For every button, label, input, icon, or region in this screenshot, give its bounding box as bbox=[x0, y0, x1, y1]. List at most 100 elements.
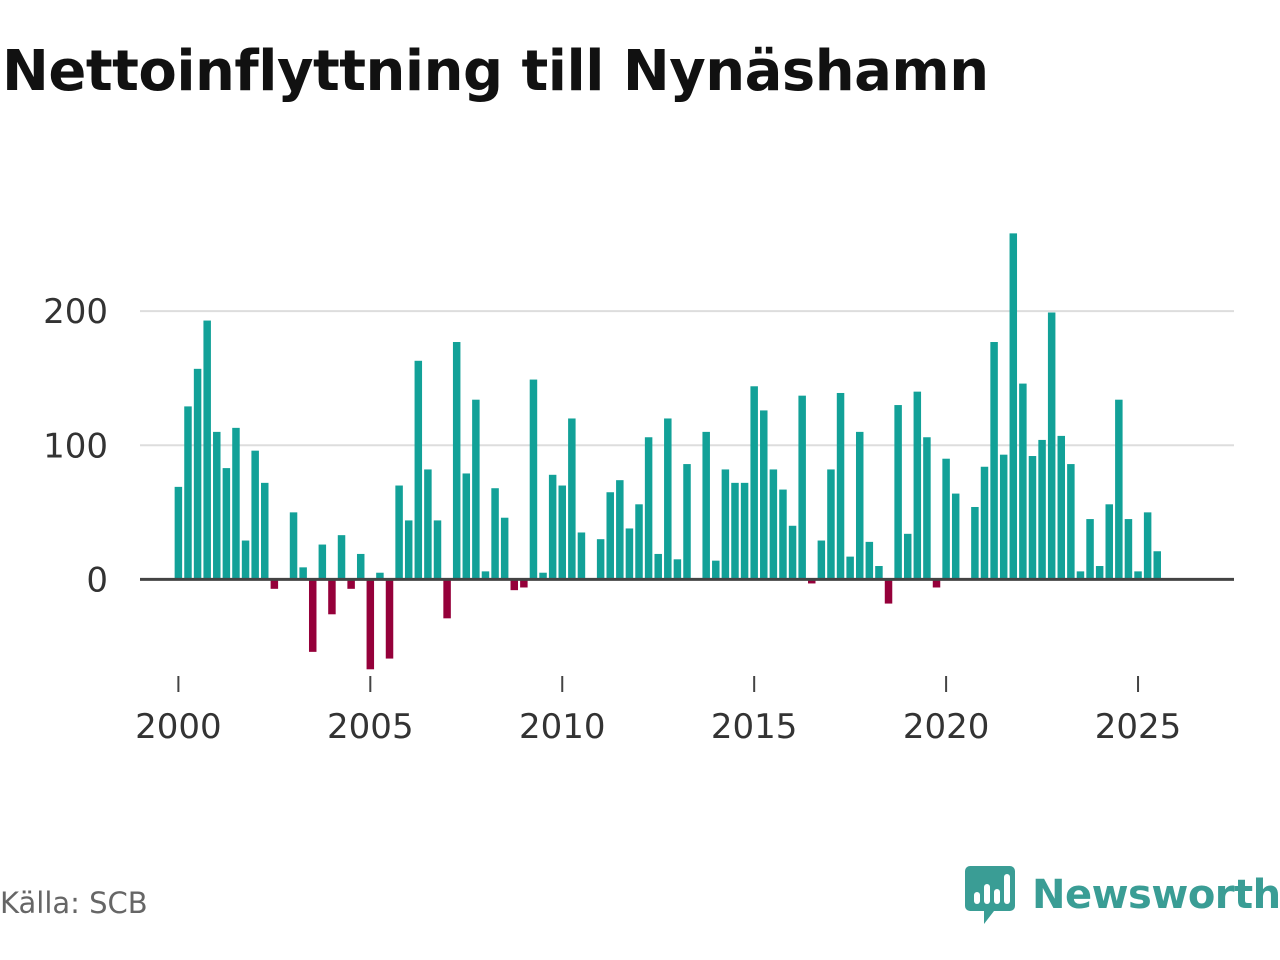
bar bbox=[1067, 464, 1075, 580]
bar bbox=[654, 553, 662, 580]
bar bbox=[548, 474, 557, 580]
bar bbox=[443, 579, 451, 619]
bar bbox=[1095, 566, 1104, 580]
bar bbox=[376, 572, 384, 580]
bar bbox=[616, 480, 624, 580]
bar bbox=[1019, 383, 1027, 580]
bar bbox=[1153, 551, 1161, 580]
bar bbox=[990, 342, 998, 580]
bar bbox=[894, 405, 902, 580]
bar bbox=[625, 528, 634, 580]
bar bbox=[270, 579, 279, 589]
bar bbox=[721, 469, 730, 580]
bar bbox=[452, 342, 461, 580]
y-tick-label: 200 bbox=[43, 292, 108, 332]
bar bbox=[903, 533, 912, 580]
bar bbox=[1057, 435, 1066, 580]
bar bbox=[1028, 456, 1037, 580]
bar bbox=[596, 539, 605, 580]
bar bbox=[788, 525, 797, 580]
bar bbox=[836, 392, 845, 580]
axes: 0 100 200 2000 2005 2010 2015 2020 2025 bbox=[43, 292, 1234, 747]
bar bbox=[539, 572, 547, 580]
bar bbox=[817, 540, 826, 580]
bar bbox=[462, 473, 471, 580]
bar bbox=[1143, 512, 1152, 580]
bar bbox=[174, 486, 183, 580]
bar bbox=[385, 579, 394, 659]
bars bbox=[174, 233, 1161, 670]
brand-name: Newsworthy bbox=[1032, 872, 1280, 918]
bar bbox=[337, 535, 346, 580]
bar bbox=[481, 571, 490, 580]
bar bbox=[846, 556, 854, 580]
bar bbox=[740, 482, 749, 580]
bar bbox=[491, 488, 499, 580]
bar bbox=[702, 431, 710, 580]
bar bbox=[683, 464, 691, 580]
bar bbox=[999, 454, 1008, 580]
bar bbox=[1076, 571, 1085, 580]
bar bbox=[1086, 519, 1094, 580]
bar bbox=[568, 418, 576, 580]
bar bbox=[433, 520, 442, 580]
bar bbox=[923, 437, 931, 580]
bar bbox=[951, 493, 960, 580]
bar bbox=[213, 431, 221, 580]
bar bbox=[1124, 519, 1133, 580]
bar bbox=[664, 418, 672, 580]
bar bbox=[673, 559, 682, 580]
gridlines bbox=[140, 310, 1234, 447]
bar bbox=[779, 489, 787, 580]
bar bbox=[731, 482, 739, 580]
bar bbox=[1047, 312, 1056, 580]
bar bbox=[798, 395, 806, 580]
bar bbox=[299, 567, 307, 580]
bar bbox=[1134, 571, 1142, 580]
bar bbox=[1038, 439, 1046, 580]
bar bbox=[424, 469, 432, 580]
bar bbox=[232, 427, 240, 580]
bar bbox=[769, 469, 778, 580]
bar bbox=[193, 368, 202, 580]
bar bbox=[1105, 504, 1113, 580]
bar bbox=[366, 579, 375, 670]
bar bbox=[1009, 233, 1018, 580]
bar bbox=[855, 431, 864, 580]
bar bbox=[520, 579, 528, 588]
bar bbox=[261, 482, 269, 580]
bar bbox=[635, 504, 643, 580]
bar bbox=[884, 579, 893, 604]
bar bbox=[184, 406, 192, 580]
bar bbox=[942, 458, 950, 580]
bar bbox=[606, 492, 614, 580]
bar bbox=[328, 579, 336, 615]
y-tick-label: 0 bbox=[86, 560, 108, 600]
bar bbox=[827, 469, 835, 580]
bar bbox=[932, 579, 941, 588]
bar bbox=[241, 540, 250, 580]
x-tick-label: 2000 bbox=[135, 707, 222, 747]
bar bbox=[808, 579, 816, 584]
x-tick-label: 2015 bbox=[711, 707, 798, 747]
bar bbox=[971, 506, 979, 580]
bar-chart: 0 100 200 2000 2005 2010 2015 2020 2025 bbox=[43, 233, 1234, 747]
bar bbox=[510, 579, 519, 591]
x-tick-label: 2005 bbox=[327, 707, 414, 747]
bar bbox=[577, 532, 586, 580]
bar bbox=[222, 468, 231, 580]
bar bbox=[913, 391, 922, 580]
brand-logo[interactable]: Newsworthy bbox=[964, 864, 1280, 926]
bar bbox=[289, 512, 298, 580]
bar bbox=[356, 553, 365, 580]
bar bbox=[875, 566, 883, 580]
bar bbox=[865, 541, 874, 580]
bar bbox=[644, 437, 653, 580]
bar bbox=[472, 399, 480, 580]
bar bbox=[1115, 399, 1123, 580]
bar bbox=[980, 466, 989, 580]
newsworthy-logo-icon bbox=[965, 866, 1015, 924]
bar bbox=[347, 579, 355, 589]
source-label: Källa: SCB bbox=[0, 886, 148, 920]
bar bbox=[203, 320, 211, 580]
